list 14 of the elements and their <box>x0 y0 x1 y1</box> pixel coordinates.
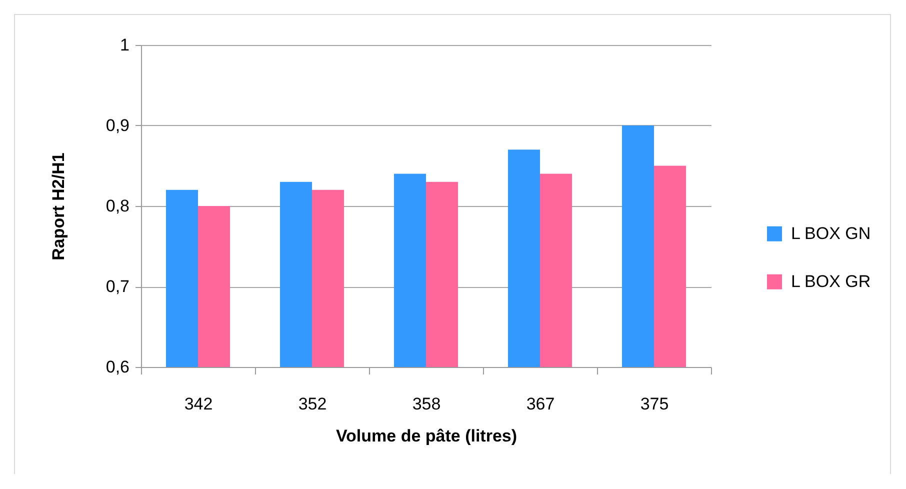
y-tick-label: 0,9 <box>106 116 130 135</box>
x-axis-title: Volume de pâte (litres) <box>336 426 518 446</box>
y-tick-label: 0,7 <box>106 277 130 296</box>
y-tick-label: 1 <box>120 36 130 54</box>
y-tick-label: 0,8 <box>106 196 130 216</box>
legend-label: L BOX GR <box>791 272 871 291</box>
x-tick-label: 358 <box>412 394 441 414</box>
y-tick-label: 0,6 <box>106 358 130 376</box>
y-axis-title: Raport H2/H1 <box>48 152 68 260</box>
legend-label: L BOX GN <box>791 224 871 243</box>
x-tick-label: 352 <box>298 394 327 414</box>
x-tick-label: 367 <box>526 394 555 414</box>
x-tick-label: 342 <box>184 394 213 414</box>
x-tick-label: 375 <box>640 394 669 414</box>
